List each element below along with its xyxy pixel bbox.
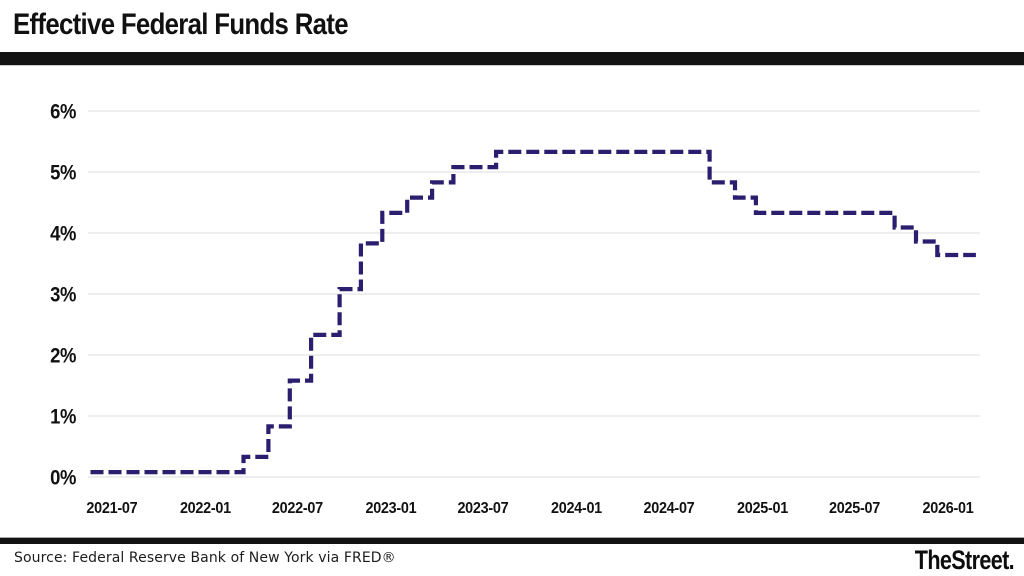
y-axis-tick-label: 1% (50, 405, 77, 428)
x-axis-tick-label: 2026-01 (923, 499, 975, 517)
chart-title: Effective Federal Funds Rate (13, 8, 349, 41)
footer-divider-bar (0, 537, 1024, 544)
source-attribution: Source: Federal Reserve Bank of New York… (14, 550, 396, 566)
x-axis-tick-label: 2025-07 (829, 499, 880, 517)
x-axis-tick-label: 2024-07 (643, 499, 694, 517)
x-axis-tick-label: 2023-07 (457, 499, 508, 517)
x-axis-tick-label: 2022-07 (272, 499, 323, 517)
x-axis-tick-label: 2021-07 (86, 499, 137, 517)
y-axis-tick-label: 2% (50, 344, 77, 367)
thestreet-logo: TheStreet. (914, 545, 1015, 575)
y-axis-tick-label: 0% (50, 466, 77, 489)
y-axis-tick-label: 3% (50, 283, 77, 306)
y-axis-tick-label: 5% (50, 161, 77, 184)
x-axis-tick-label: 2023-01 (365, 499, 417, 517)
effr-step-line (90, 149, 976, 475)
y-axis-tick-label: 4% (50, 222, 77, 245)
x-axis-tick-label: 2025-01 (737, 499, 789, 517)
title-divider-bar (0, 52, 1024, 66)
x-axis-tick-label: 2022-01 (180, 499, 232, 517)
y-axis-tick-label: 6% (50, 100, 77, 123)
x-axis-tick-label: 2024-01 (551, 499, 603, 517)
